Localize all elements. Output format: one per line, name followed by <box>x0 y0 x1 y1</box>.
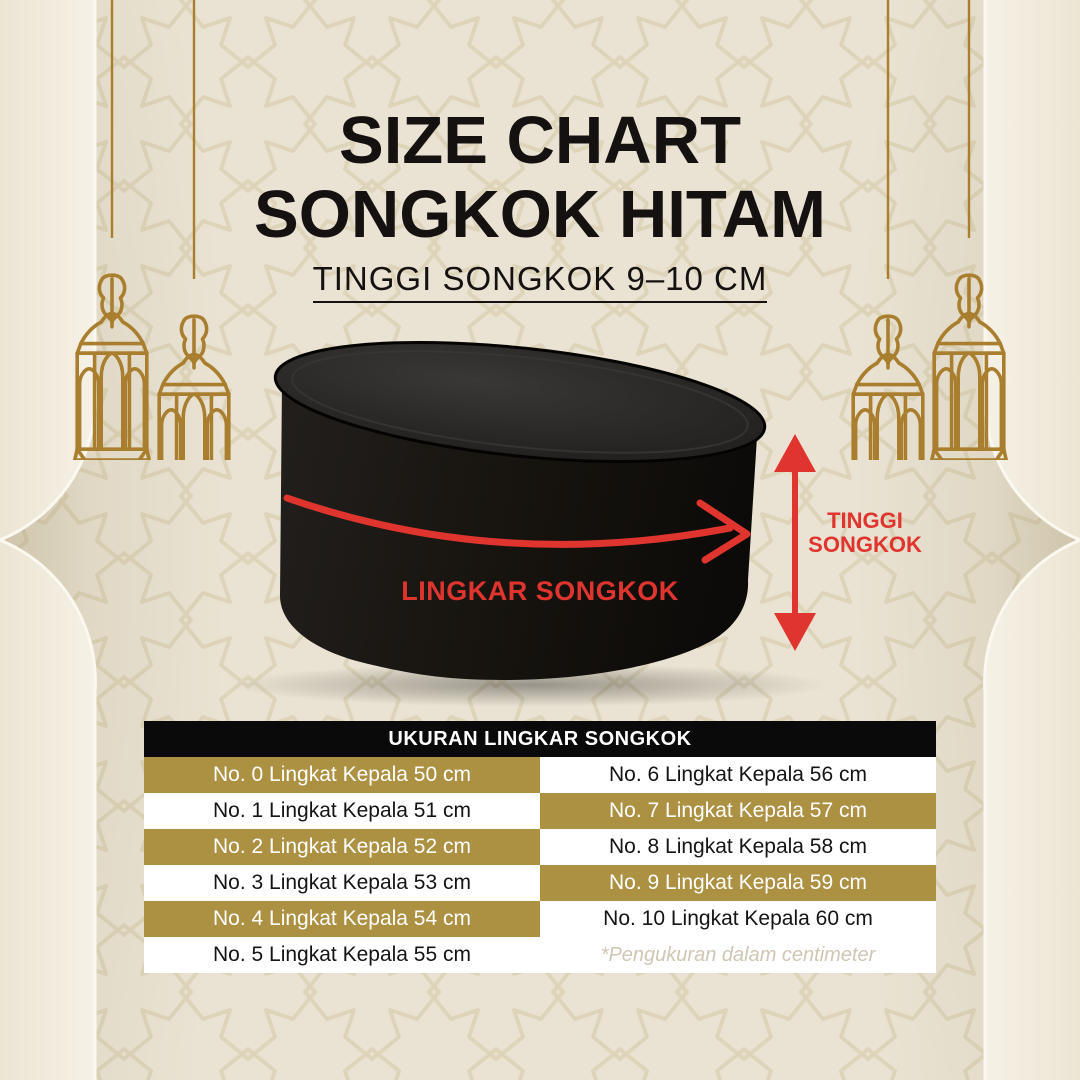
svg-text:SONGKOK: SONGKOK <box>808 532 922 557</box>
svg-text:TINGGI: TINGGI <box>827 508 903 533</box>
svg-text:LINGKAR SONGKOK: LINGKAR SONGKOK <box>401 576 679 606</box>
